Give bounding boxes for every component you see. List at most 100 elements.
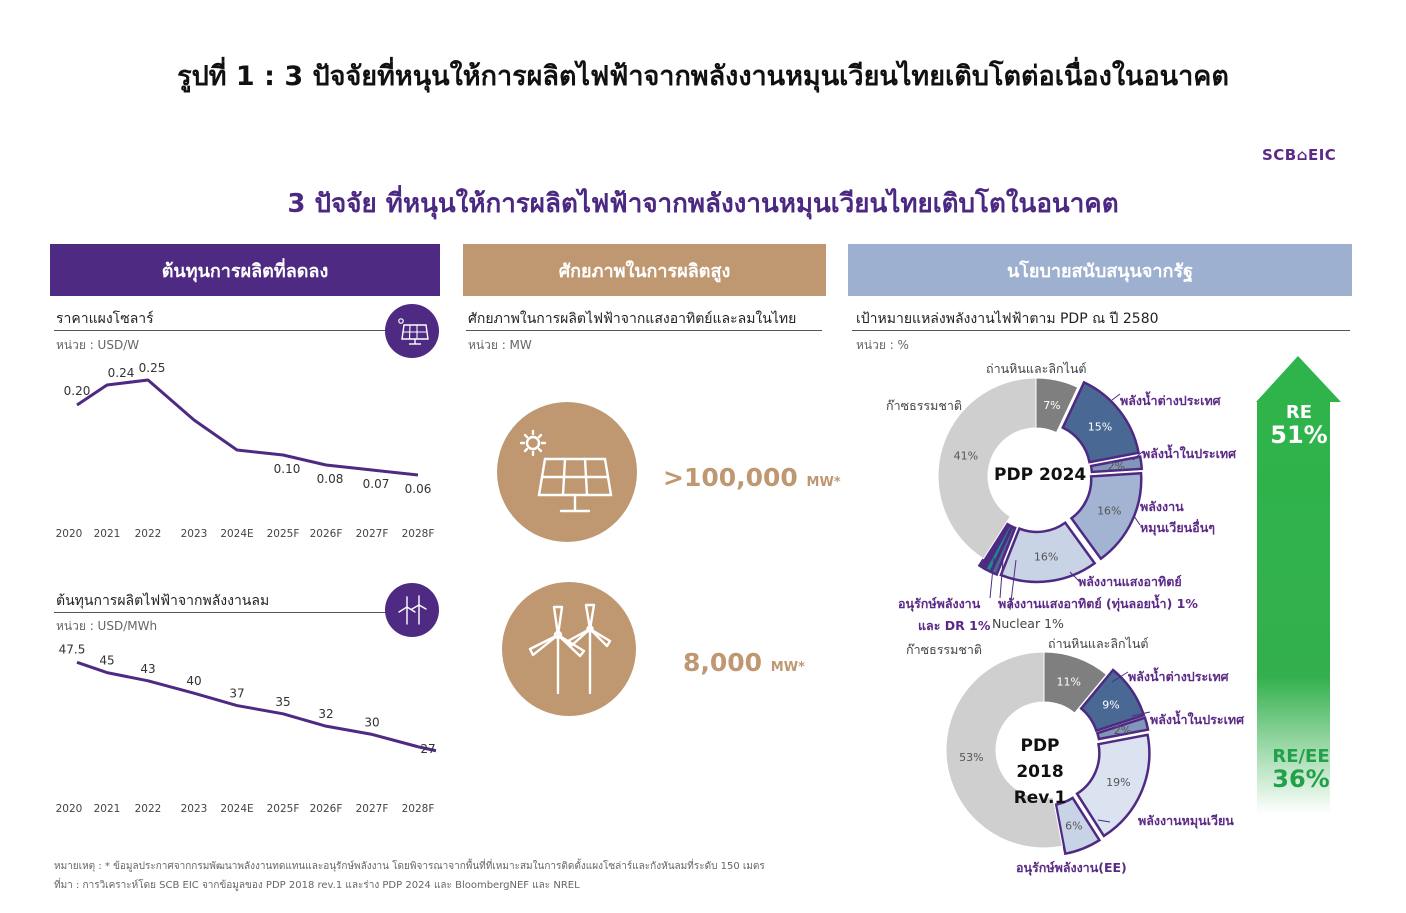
- header-cost: ต้นทุนการผลิตที่ลดลง: [50, 244, 440, 296]
- potential-title: ศักยภาพในการผลิตไฟฟ้าจากแสงอาทิตย์และลมใ…: [468, 311, 797, 327]
- x-tick-label: 2021: [94, 528, 121, 540]
- wind-potential-number: 8,000: [683, 648, 763, 677]
- x-tick-label: 2020: [56, 803, 83, 815]
- data-label: 0.10: [274, 462, 301, 476]
- data-label: 27: [420, 742, 435, 756]
- slice-label: 6%: [1065, 819, 1082, 832]
- x-tick-label: 2023: [181, 528, 208, 540]
- pdp2018-label-hydro-foreign: พลังน้ำต่างประเทศ: [1128, 669, 1229, 684]
- data-label: 0.24: [108, 366, 135, 380]
- header-policy: นโยบายสนับสนุนจากรัฐ: [848, 244, 1352, 296]
- slice-label: 16%: [1097, 504, 1121, 517]
- data-label: 35: [275, 695, 290, 709]
- pdp-target-unit: หน่วย : %: [856, 338, 909, 352]
- x-tick-label: 2021: [94, 803, 121, 815]
- source-note: ที่มา : การวิเคราะห์โดย SCB EIC จากข้อมู…: [54, 880, 580, 891]
- pdp2024-label-hydro-foreign: พลังน้ำต่างประเทศ: [1120, 393, 1221, 408]
- wind-potential-value: 8,000 MW*: [683, 648, 805, 677]
- reee-target: RE/EE 36%: [1258, 746, 1344, 791]
- x-tick-label: 2023: [181, 803, 208, 815]
- slice-label: 9%: [1102, 698, 1119, 711]
- x-tick-label: 2020: [56, 528, 83, 540]
- slice-label: 11%: [1057, 675, 1081, 688]
- x-tick-label: 2024E: [220, 528, 253, 540]
- slice-label: 53%: [959, 751, 983, 764]
- re-target: RE 51%: [1258, 402, 1340, 447]
- brand-logo: SCB⌂EIC: [1262, 146, 1337, 164]
- header-potential: ศักยภาพในการผลิตสูง: [463, 244, 826, 296]
- pdp2024-label-nuclear: Nuclear 1%: [992, 616, 1064, 631]
- data-label: 0.20: [64, 384, 91, 398]
- slice-label: 15%: [1088, 420, 1112, 433]
- leader-line: [1097, 819, 1111, 823]
- leader-line: [1133, 515, 1141, 526]
- slice-label: 16%: [1034, 550, 1058, 563]
- slice-label: 2%: [1114, 724, 1131, 737]
- leader-line: [1111, 393, 1121, 401]
- wind-cost-title: ต้นทุนการผลิตไฟฟ้าจากพลังงานลม: [56, 593, 270, 609]
- x-tick-label: 2028F: [402, 528, 435, 540]
- pdp2024-label-conservation-2: และ DR 1%: [918, 618, 991, 633]
- divider: [54, 612, 390, 613]
- pie-slice: [1069, 471, 1143, 561]
- pdp2024-label-floating-solar: พลังงานแสงอาทิตย์ (ทุ่นลอยน้ำ) 1%: [998, 596, 1198, 611]
- x-tick-label: 2022: [135, 803, 162, 815]
- potential-unit: หน่วย : MW: [468, 338, 532, 352]
- pie-slice: [999, 521, 1097, 584]
- pie-slice: [1095, 716, 1150, 741]
- solar-potential-value: >100,000 MW*: [663, 463, 841, 492]
- solar-price-title: ราคาแผงโซลาร์: [56, 311, 154, 327]
- data-label: 40: [186, 674, 201, 688]
- pie-slice: [1061, 380, 1141, 464]
- reee-label: RE/EE: [1272, 746, 1330, 767]
- x-tick-label: 2025F: [267, 803, 300, 815]
- leader-line: [1069, 571, 1081, 583]
- wind-potential-icon: [502, 582, 636, 716]
- x-tick-label: 2026F: [310, 528, 343, 540]
- pdp2024-label-gas: ก๊าซธรรมชาติ: [886, 398, 962, 413]
- data-label: 32: [318, 707, 333, 721]
- data-label: 0.07: [363, 477, 390, 491]
- x-tick-label: 2027F: [356, 803, 389, 815]
- pie-slice: [945, 651, 1063, 849]
- x-tick-label: 2026F: [310, 803, 343, 815]
- pie-slice: [937, 377, 1037, 560]
- x-tick-label: 2025F: [267, 528, 300, 540]
- x-tick-label: 2027F: [356, 528, 389, 540]
- pdp2024-label-coal: ถ่านหินและลิกไนต์: [986, 361, 1087, 376]
- re-arrow: [1256, 356, 1341, 814]
- divider: [466, 330, 822, 331]
- pdp2018-label-re: พลังงานหมุนเวียน: [1138, 813, 1234, 828]
- leader-line: [1111, 671, 1129, 683]
- solar-price-unit: หน่วย : USD/W: [56, 338, 140, 352]
- solar-potential-unit: MW*: [806, 475, 841, 490]
- series-line: [76, 660, 419, 749]
- solar-panel-icon: [385, 304, 439, 358]
- divider: [54, 330, 390, 331]
- pdp-target-title: เป้าหมายแหล่งพลังงานไฟฟ้าตาม PDP ณ ปี 25…: [856, 311, 1159, 327]
- pie-slice: [1035, 377, 1079, 434]
- slice-label: 41%: [954, 450, 978, 463]
- figure-title: รูปที่ 1 : 3 ปัจจัยที่หนุนให้การผลิตไฟฟ้…: [177, 61, 1229, 92]
- data-label: 47.5: [59, 642, 86, 656]
- pdp2024-label-other-re-2: หมุนเวียนอื่นๆ: [1140, 520, 1215, 535]
- main-title: 3 ปัจจัย ที่หนุนให้การผลิตไฟฟ้าจากพลังงา…: [287, 189, 1119, 219]
- slice-label: 2%: [1108, 460, 1125, 473]
- slice-label: 19%: [1106, 776, 1130, 789]
- pdp2018-center-line2: Rev.1: [1013, 788, 1067, 808]
- pdp2018-label-coal: ถ่านหินและลิกไนต์: [1048, 636, 1149, 651]
- pdp-donut-charts: 7% 15% 2% 16% 16% 41% 11% 9% 2% 19% 6% 53%: [937, 377, 1151, 856]
- pdp2018-center-title: PDP 2018 Rev.1: [994, 733, 1086, 811]
- pie-slice: [1054, 796, 1102, 856]
- x-tick-label: 2022: [135, 528, 162, 540]
- pdp2024-label-hydro-domestic: พลังน้ำในประเทศ: [1142, 446, 1237, 461]
- wind-cost-unit: หน่วย : USD/MWh: [56, 619, 158, 633]
- data-label: 45: [99, 654, 114, 668]
- data-label: 0.25: [139, 361, 166, 375]
- pie-slice: [1075, 733, 1151, 838]
- data-label: 43: [140, 662, 155, 676]
- data-label: 0.06: [405, 482, 432, 496]
- leader-line: [1132, 451, 1143, 461]
- pdp2018-label-ee: อนุรักษ์พลังงาน(EE): [1016, 860, 1127, 875]
- divider: [852, 330, 1350, 331]
